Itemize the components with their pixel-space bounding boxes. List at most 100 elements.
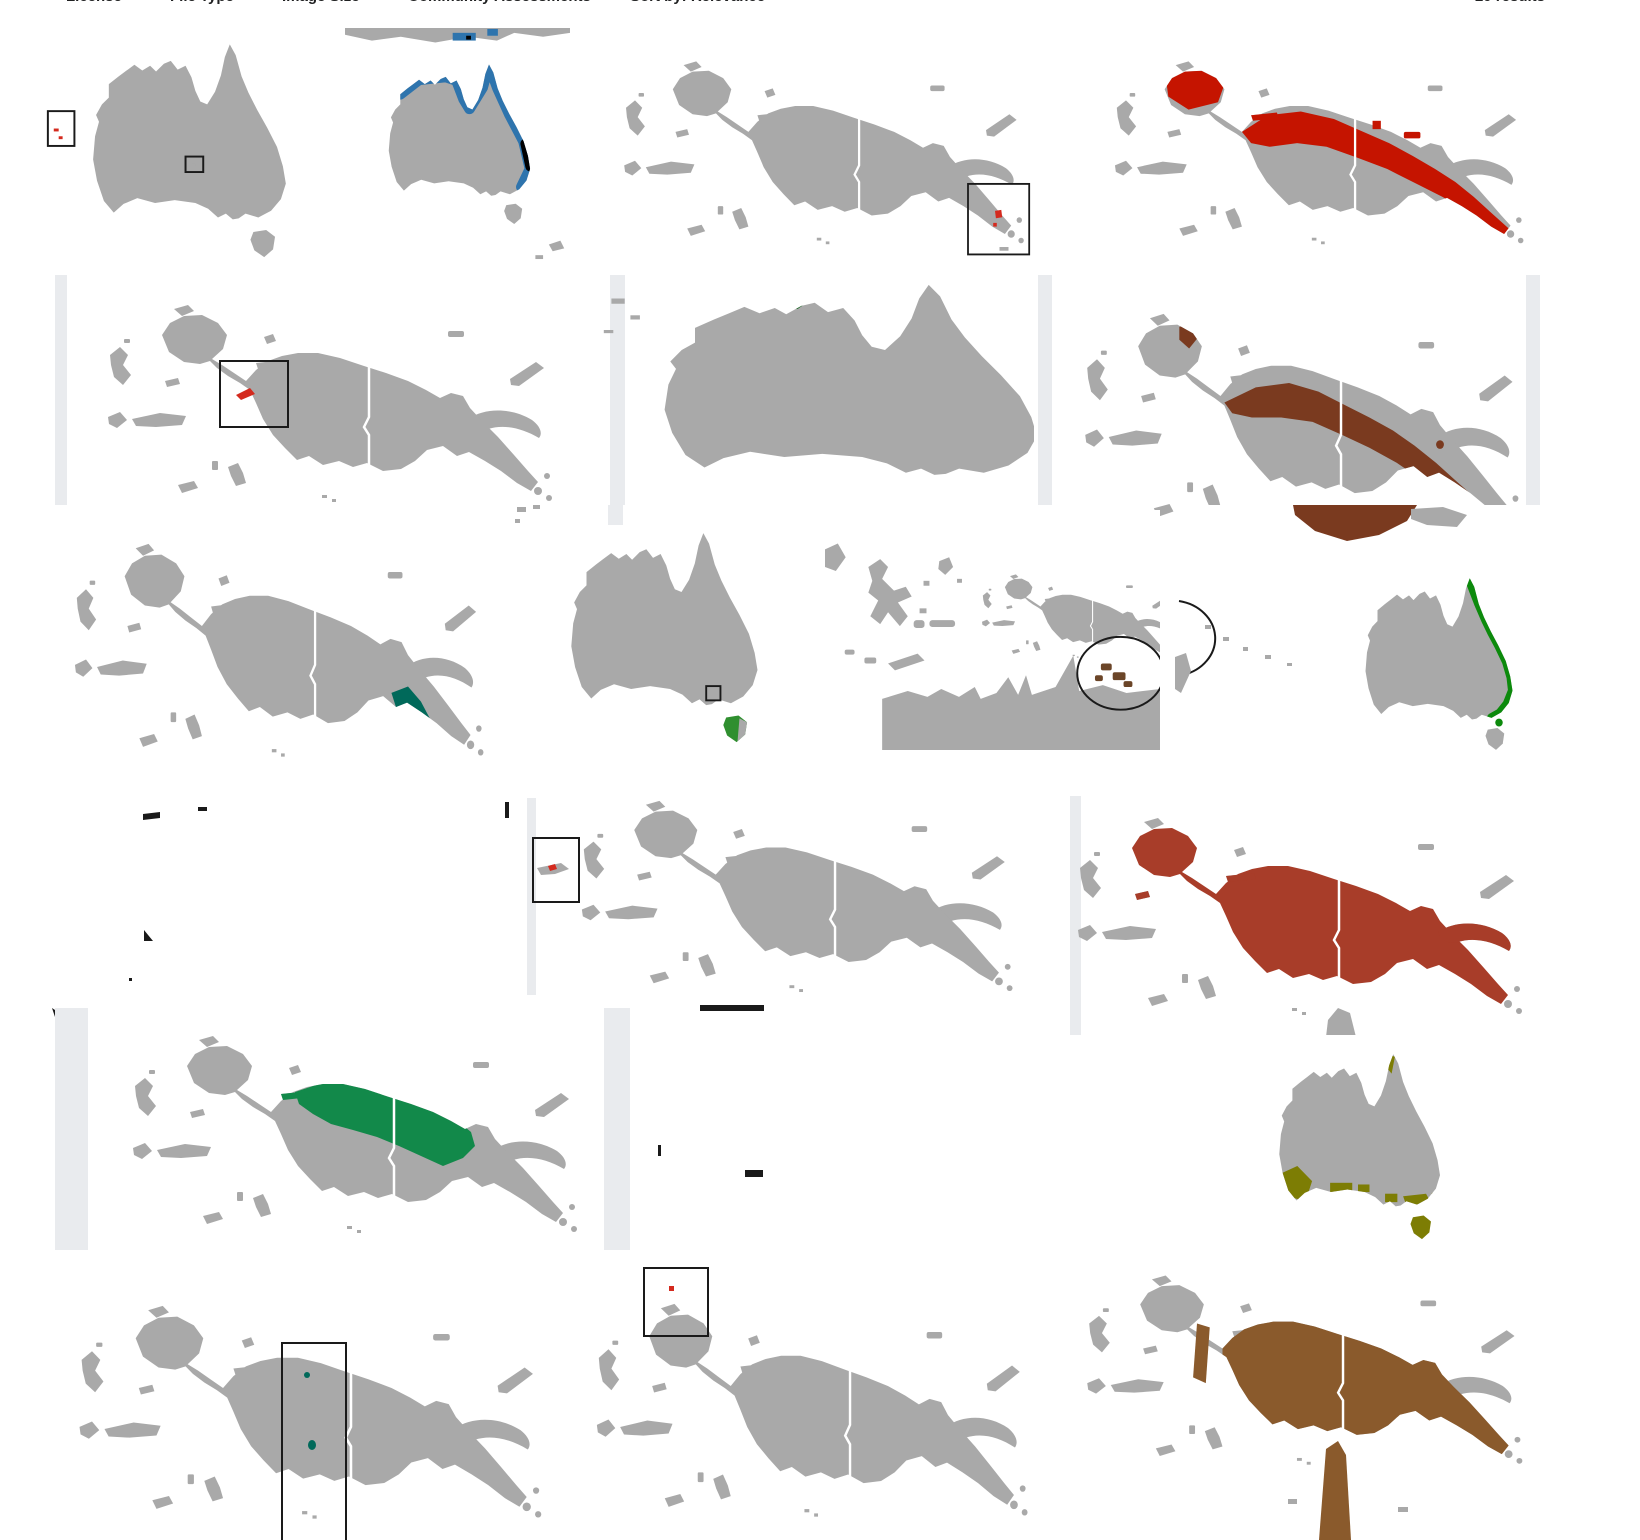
result-map-new-guinea-teal-southeast-range[interactable]	[40, 505, 500, 775]
filter-community-assessments[interactable]: Community Assessments	[408, 0, 591, 5]
range-overlay-red	[236, 388, 255, 400]
range-overlay-black	[466, 35, 471, 40]
result-map-australia-east-coast-green-range[interactable]	[1175, 505, 1540, 775]
tasmania-landmass	[250, 230, 276, 258]
map-fragment-mark	[143, 812, 160, 820]
range-speck	[308, 1440, 316, 1450]
range-speck	[1372, 120, 1381, 130]
thumbnail-edge-strip	[1070, 796, 1081, 1035]
range-overlay-blue	[487, 28, 498, 36]
results-count: 20 results	[1475, 0, 1545, 5]
range-overlay-olive-tasmania	[1410, 1215, 1431, 1240]
range-speck	[993, 222, 997, 227]
range-speck	[995, 209, 1003, 219]
australia-landmass	[388, 64, 531, 196]
australia-landmass	[1365, 578, 1513, 720]
indonesian-islands	[825, 543, 962, 671]
search-filters-bar: License File Type Image Size Community A…	[0, 0, 1640, 8]
new-zealand-fragment	[1175, 653, 1191, 693]
australia-landmass	[664, 284, 1034, 475]
result-map-australia-locator-boxes[interactable]	[40, 28, 335, 260]
locator-box	[967, 182, 1031, 256]
australia-landmass	[93, 44, 286, 220]
filter-license[interactable]: License	[66, 0, 122, 5]
outlying-islands	[515, 519, 520, 523]
range-overlay-blue	[452, 32, 476, 41]
result-map-new-guinea-west-island-locator[interactable]	[505, 780, 1030, 995]
result-map-new-guinea-brown-full-range[interactable]	[1080, 1255, 1540, 1540]
island-chain	[1205, 625, 1292, 666]
new-guinea-landmass	[649, 1314, 1014, 1505]
locator-box	[643, 1267, 709, 1337]
result-map-australia-olive-south-coast-range[interactable]	[1075, 1040, 1540, 1250]
thumbnail-edge-strip	[1526, 275, 1540, 505]
map-fragment-mark	[700, 1005, 764, 1011]
outlying-islands	[548, 240, 565, 252]
filter-file-type[interactable]: File Type	[170, 0, 234, 5]
new-guinea-landmass	[672, 70, 1012, 235]
locator-box	[184, 155, 205, 173]
range-speck	[58, 136, 63, 140]
result-map-wide-region-ellipse-annotation[interactable]	[825, 510, 1160, 750]
result-map-new-guinea-island-locator[interactable]	[590, 28, 1040, 260]
ellipse-annotation	[1076, 635, 1160, 711]
result-map-new-guinea-birdshead-locator[interactable]	[565, 1255, 1040, 1540]
locator-box	[532, 837, 580, 903]
tasmania-landmass	[1485, 728, 1505, 750]
range-speck	[548, 864, 557, 871]
map-fragment-mark	[505, 802, 509, 818]
range-speck	[669, 1286, 674, 1291]
range-overlay-brick-island	[1135, 891, 1150, 900]
australia-landmass	[571, 533, 758, 706]
thumbnail-edge-strip	[608, 505, 623, 525]
range-overlay-red	[1164, 70, 1509, 235]
new-guinea-landmass	[162, 315, 538, 491]
australia-north-coast	[882, 655, 1160, 750]
outlying-islands	[1288, 1499, 1297, 1504]
tasmania-east-gray	[737, 718, 748, 742]
result-map-australia-tasmania-green-range[interactable]	[515, 505, 810, 775]
new-guinea-landmass	[124, 554, 471, 745]
thumbnail-edge-strip	[604, 1008, 630, 1250]
outlying-islands	[999, 247, 1009, 251]
result-map-new-guinea-brick-red-full-range[interactable]	[1040, 780, 1540, 1035]
result-map-new-guinea-green-north-range[interactable]	[55, 1008, 600, 1250]
outlying-islands	[533, 505, 540, 509]
locator-box	[281, 1342, 347, 1540]
tasmania-landmass	[504, 203, 523, 224]
ellipse-annotation-fragment	[1178, 600, 1217, 676]
sort-dropdown[interactable]: Sort by: Relevance	[630, 0, 765, 5]
range-overlay-brown-cape-york	[1319, 1441, 1351, 1540]
map-fragment-mark	[198, 807, 207, 811]
result-map-new-guinea-tall-locator-box[interactable]	[40, 1255, 560, 1540]
result-map-new-guinea-red-cordillera-range[interactable]	[1080, 28, 1540, 260]
range-overlay-brick-mainland	[1132, 828, 1508, 1004]
filter-image-size[interactable]: Image Size	[282, 0, 360, 5]
thumbnail-edge-strip	[55, 1008, 88, 1250]
outlying-islands	[603, 330, 614, 334]
range-speck	[1495, 718, 1503, 727]
result-map-australia-kimberley-green-range[interactable]	[582, 275, 1034, 507]
range-overlay-brown-strip	[1193, 1323, 1210, 1384]
new-guinea-landmass	[135, 1316, 527, 1507]
result-map-new-guinea-neck-locator[interactable]	[55, 275, 570, 507]
result-map-mostly-blank[interactable]	[40, 780, 500, 1025]
result-map-australia-blue-coast-range[interactable]	[345, 28, 570, 260]
thumbnail-edge-strip	[610, 275, 625, 507]
range-speck	[1403, 131, 1421, 139]
range-overlay-brown	[1222, 1285, 1509, 1455]
range-speck	[304, 1372, 310, 1378]
outlying-islands	[535, 255, 544, 260]
range-overlay-green	[295, 1082, 475, 1166]
outlying-islands	[611, 298, 625, 304]
outlying-islands	[517, 507, 526, 512]
result-map-mostly-blank[interactable]	[600, 1005, 1060, 1250]
range-overlay-brown	[1094, 663, 1133, 688]
new-guinea-landmass	[982, 574, 1160, 657]
locator-box	[46, 110, 76, 147]
adjacent-map-fragment	[1293, 505, 1417, 541]
map-fragment-mark	[129, 978, 132, 981]
range-speck	[53, 128, 59, 132]
locator-box	[705, 685, 722, 702]
